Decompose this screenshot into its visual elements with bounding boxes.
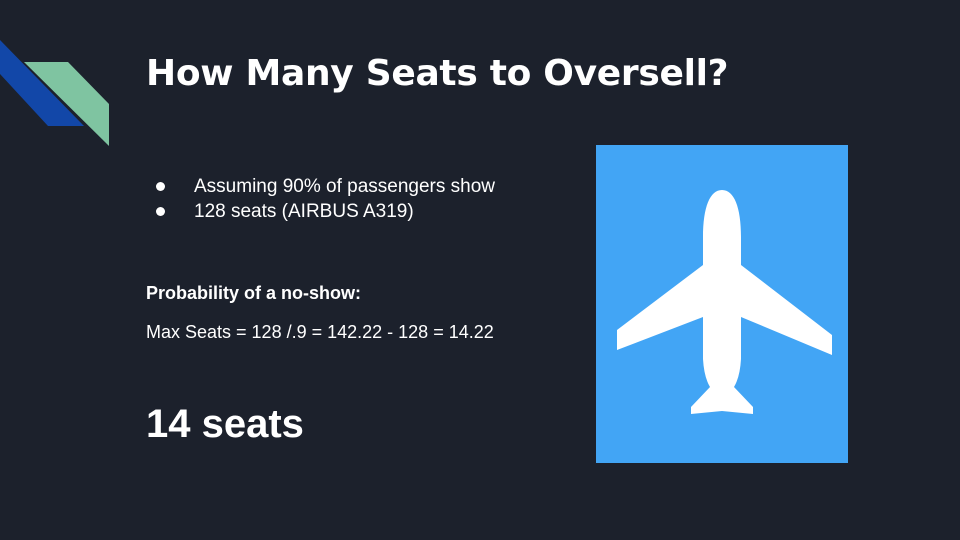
bullet-dot-icon bbox=[156, 207, 165, 216]
bullet-item: Assuming 90% of passengers show bbox=[154, 174, 495, 199]
slide-title: How Many Seats to Oversell? bbox=[146, 53, 729, 94]
corner-stripe-blue bbox=[0, 40, 84, 126]
max-seats-formula: Max Seats = 128 /.9 = 142.22 - 128 = 14.… bbox=[146, 322, 494, 342]
corner-stripe-green bbox=[24, 62, 109, 146]
bullet-text: 128 seats (AIRBUS A319) bbox=[194, 201, 414, 222]
bullet-text: Assuming 90% of passengers show bbox=[194, 176, 495, 197]
corner-decoration bbox=[0, 40, 109, 146]
airplane-icon bbox=[617, 190, 832, 414]
bullet-list: Assuming 90% of passengers show 128 seat… bbox=[154, 174, 495, 224]
bullet-dot-icon bbox=[156, 182, 165, 191]
result-text: 14 seats bbox=[146, 402, 304, 446]
no-show-heading: Probability of a no-show: bbox=[146, 283, 361, 303]
airplane-image bbox=[596, 145, 848, 463]
bullet-item: 128 seats (AIRBUS A319) bbox=[154, 199, 495, 224]
